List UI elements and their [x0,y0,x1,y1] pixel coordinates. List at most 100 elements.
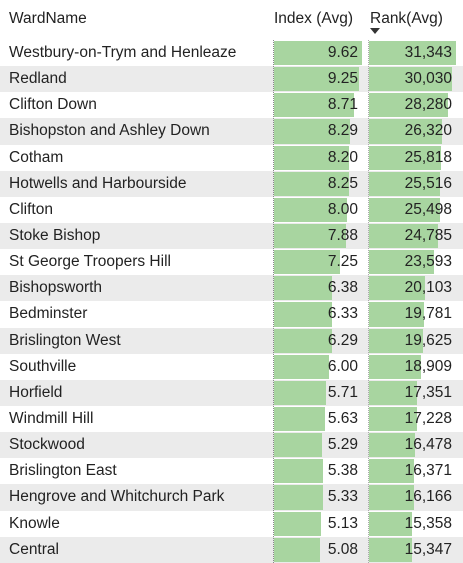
cell-rank-avg: 15,347 [369,537,456,563]
cell-wardname: Redland [9,70,67,88]
cell-rank-avg: 18,909 [369,354,456,380]
table-row[interactable]: Hotwells and Harbourside 8.25 25,516 [0,170,463,197]
cell-index-avg: 5.63 [274,406,362,432]
index-value: 5.33 [327,488,358,506]
cell-rank-avg: 16,166 [369,484,456,510]
table-row[interactable]: Stockwood 5.29 16,478 [0,432,463,459]
table-row[interactable]: St George Troopers Hill 7.25 23,593 [0,249,463,275]
cell-wardname: Westbury-on-Trym and Henleaze [9,44,237,62]
index-data-bar [274,354,329,379]
cell-rank-avg: 20,103 [369,275,456,301]
rank-value: 25,516 [404,174,452,192]
cell-index-avg: 8.29 [274,118,362,144]
index-data-bar [274,511,321,536]
table-row[interactable]: Hengrove and Whitchurch Park 5.33 16,166 [0,484,463,511]
cell-wardname: Clifton [9,200,53,218]
table-row[interactable]: Westbury-on-Trym and Henleaze 9.62 31,343 [0,40,463,66]
rank-value: 20,103 [404,279,452,297]
rank-value: 25,498 [404,200,452,218]
table-row[interactable]: Brislington West 6.29 19,625 [0,327,463,354]
index-value: 5.08 [327,540,358,558]
cell-index-avg: 7.88 [274,223,362,249]
cell-wardname: Stoke Bishop [9,227,101,245]
rank-value: 15,358 [404,514,452,532]
cell-rank-avg: 19,781 [369,301,456,327]
rank-data-bar [369,197,440,222]
table-row[interactable]: Central 5.08 15,347 [0,536,463,563]
rank-value: 16,371 [404,462,452,480]
cell-index-avg: 5.29 [274,432,362,458]
table-row[interactable]: Stoke Bishop 7.88 24,785 [0,222,463,250]
column-header-rank-avg[interactable]: Rank(Avg) [370,10,443,27]
cell-index-avg: 6.00 [274,354,362,380]
cell-index-avg: 7.25 [274,249,362,275]
column-header-index-avg[interactable]: Index (Avg) [274,10,353,27]
cell-rank-avg: 17,228 [369,406,456,432]
index-data-bar [274,302,332,327]
index-data-bar [274,197,348,222]
cell-rank-avg: 28,280 [369,92,456,118]
index-value: 6.33 [327,305,358,323]
column-divider [368,40,369,563]
table-row[interactable]: Bishopston and Ashley Down 8.29 26,320 [0,118,463,145]
index-data-bar [274,433,323,458]
table-row[interactable]: Clifton Down 8.71 28,280 [0,92,463,118]
cell-index-avg: 9.25 [274,66,362,92]
rank-value: 15,347 [404,540,452,558]
cell-index-avg: 9.62 [274,40,362,66]
index-value: 6.38 [327,279,358,297]
index-value: 8.00 [327,200,358,218]
rank-data-bar [369,119,443,144]
cell-index-avg: 8.71 [274,92,362,118]
index-data-bar [274,119,350,144]
index-value: 7.88 [327,227,358,245]
cell-index-avg: 5.33 [274,484,362,510]
rank-data-bar [369,302,424,327]
rank-value: 19,625 [404,331,452,349]
rank-value: 30,030 [404,70,452,88]
table-row[interactable]: Redland 9.25 30,030 [0,66,463,93]
cell-rank-avg: 16,371 [369,458,456,484]
index-value: 5.13 [327,514,358,532]
index-data-bar [274,537,321,562]
table-row[interactable]: Cotham 8.20 25,818 [0,145,463,171]
rank-value: 31,343 [404,44,452,62]
index-value: 9.25 [327,70,358,88]
rank-data-bar [369,485,414,510]
index-value: 6.29 [327,331,358,349]
table-row[interactable]: Brislington East 5.38 16,371 [0,458,463,484]
table-row[interactable]: Bishopsworth 6.38 20,103 [0,275,463,302]
column-header-wardname[interactable]: WardName [9,10,87,27]
index-value: 5.71 [327,383,358,401]
index-data-bar [274,41,362,66]
rank-data-bar [369,511,412,536]
cell-wardname: Brislington East [9,462,117,480]
rank-value: 18,909 [404,357,452,375]
table-row[interactable]: Southville 6.00 18,909 [0,354,463,380]
table-row[interactable]: Clifton 8.00 25,498 [0,197,463,223]
rank-data-bar [369,145,441,170]
rank-value: 17,228 [404,410,452,428]
cell-rank-avg: 19,625 [369,328,456,354]
index-value: 5.29 [327,436,358,454]
cell-rank-avg: 30,030 [369,66,456,92]
index-value: 8.20 [327,148,358,166]
sort-descending-icon[interactable] [370,28,380,34]
table-row[interactable]: Bedminster 6.33 19,781 [0,301,463,327]
cell-index-avg: 5.38 [274,458,362,484]
cell-wardname: Windmill Hill [9,410,94,428]
cell-rank-avg: 25,516 [369,171,456,197]
rank-data-bar [369,67,453,92]
table-row[interactable]: Knowle 5.13 15,358 [0,511,463,537]
table-row[interactable]: Windmill Hill 5.63 17,228 [0,406,463,432]
rank-value: 23,593 [404,253,452,271]
index-value: 8.71 [327,96,358,114]
rank-data-bar [369,354,422,379]
cell-wardname: Central [9,540,59,558]
rank-value: 26,320 [404,122,452,140]
cell-index-avg: 6.33 [274,301,362,327]
cell-wardname: Horfield [9,383,63,401]
index-data-bar [274,93,354,118]
table-row[interactable]: Horfield 5.71 17,351 [0,379,463,406]
